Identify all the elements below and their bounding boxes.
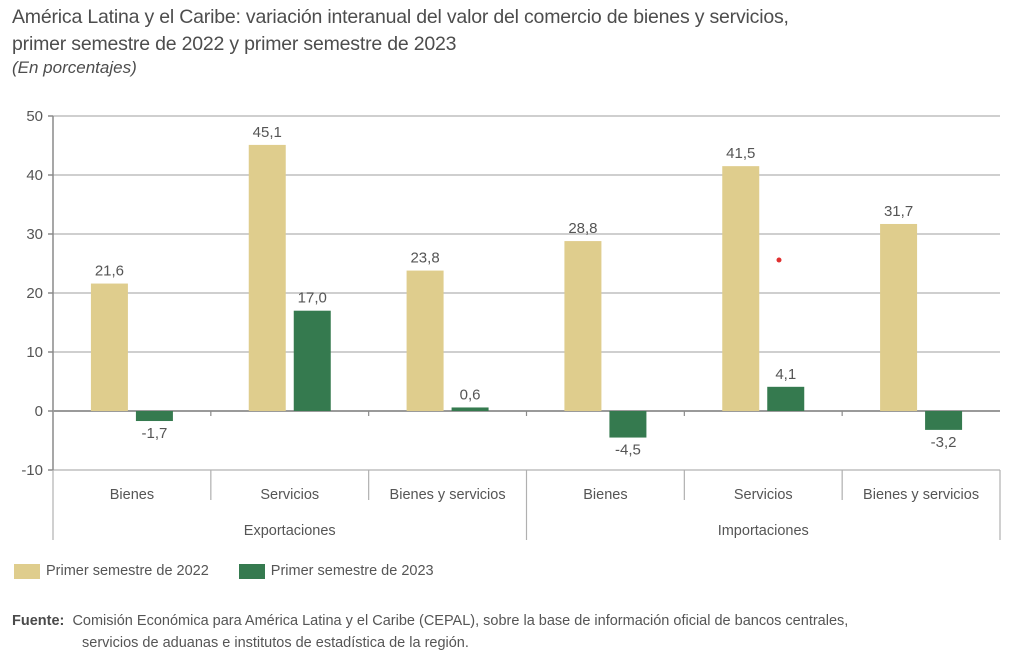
bar xyxy=(293,310,331,411)
category-label: Servicios xyxy=(734,487,793,503)
category-label: Bienes y servicios xyxy=(863,487,979,503)
chart-subtitle: (En porcentajes) xyxy=(12,58,137,77)
bar xyxy=(609,411,647,438)
y-tick-label: 0 xyxy=(35,403,43,420)
axes: 50 40 30 20 10 0 -10 xyxy=(21,108,1001,540)
data-labels: 21,6 -1,7 45,1 17,0 23,8 0,6 28,8 -4,5 41,5 4,1 31… xyxy=(95,124,957,459)
bar-chart: 50 40 30 20 10 0 -10 21,6 -1,7 45,1 17,0 23,8 0,6 28… xyxy=(21,108,1001,540)
source-text-line-1: Comisión Económica para América Latina y… xyxy=(72,613,849,629)
legend: Primer semestre de 2022 Primer semestre … xyxy=(14,563,464,579)
category-label: Servicios xyxy=(260,487,319,503)
category-label: Bienes xyxy=(110,487,154,503)
bar xyxy=(135,411,173,422)
data-label: 23,8 xyxy=(410,250,439,267)
data-label: 17,0 xyxy=(298,290,327,307)
chart-title: América Latina y el Caribe: variación in… xyxy=(12,4,789,58)
data-label: -3,2 xyxy=(931,434,957,451)
data-label: 28,8 xyxy=(568,220,597,237)
legend-label-2022: Primer semestre de 2022 xyxy=(46,563,209,579)
source-text-line-2: servicios de aduanas e institutos de est… xyxy=(82,635,469,651)
bar xyxy=(451,407,489,411)
group-label: Importaciones xyxy=(718,523,809,539)
legend-item-2022: Primer semestre de 2022 xyxy=(14,563,209,579)
marker-dot xyxy=(776,257,782,263)
y-tick-label: 50 xyxy=(26,108,43,125)
data-label: -1,7 xyxy=(141,425,167,442)
data-label: 41,5 xyxy=(726,145,755,162)
source-note: Fuente: Comisión Económica para América … xyxy=(12,610,848,654)
data-label: 31,7 xyxy=(884,203,913,220)
category-labels: Bienes Servicios Bienes y servicios Bienes S… xyxy=(110,487,979,539)
bar xyxy=(722,166,760,411)
bar xyxy=(406,270,444,411)
bar xyxy=(880,223,918,411)
category-label: Bienes xyxy=(583,487,627,503)
y-tick-label: 40 xyxy=(26,167,43,184)
chart-title-line-1: América Latina y el Caribe: variación in… xyxy=(12,6,789,28)
legend-item-2023: Primer semestre de 2023 xyxy=(238,563,434,579)
bar xyxy=(564,241,602,411)
group-label: Exportaciones xyxy=(244,523,336,539)
bar xyxy=(925,411,963,430)
y-tick-label: 10 xyxy=(26,344,43,361)
bar xyxy=(90,283,128,411)
legend-label-2023: Primer semestre de 2023 xyxy=(270,563,434,579)
data-label: 4,1 xyxy=(775,366,796,383)
source-label: Fuente xyxy=(12,613,60,629)
gridlines xyxy=(53,115,1000,471)
data-label: 0,6 xyxy=(460,386,481,403)
data-label: -4,5 xyxy=(615,442,641,459)
bars xyxy=(90,144,963,438)
y-tick-label: 30 xyxy=(26,226,43,243)
data-label: 21,6 xyxy=(95,263,124,280)
chart-title-line-2: primer semestre de 2022 y primer semestr… xyxy=(12,33,457,55)
data-label: 45,1 xyxy=(253,124,282,141)
bar xyxy=(767,386,805,411)
legend-swatch-2023 xyxy=(238,563,265,579)
category-label: Bienes y servicios xyxy=(390,487,506,503)
y-tick-label: 20 xyxy=(26,285,43,302)
bar xyxy=(248,144,286,411)
y-tick-label: -10 xyxy=(21,462,43,479)
legend-swatch-2022 xyxy=(14,563,40,579)
